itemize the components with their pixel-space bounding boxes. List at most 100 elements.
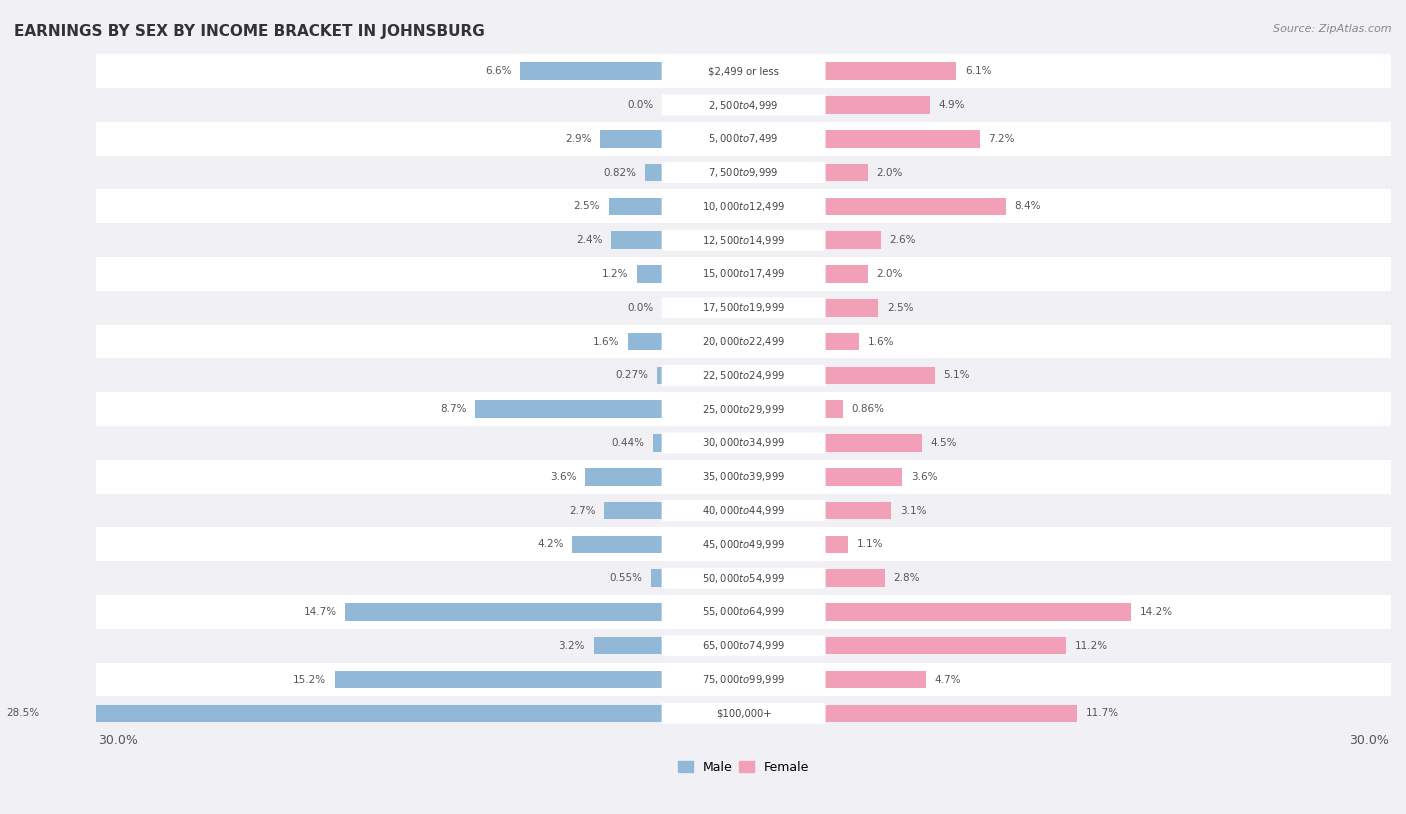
Text: $45,000 to $49,999: $45,000 to $49,999 xyxy=(702,538,785,551)
Text: 6.6%: 6.6% xyxy=(485,66,512,77)
Text: $75,000 to $99,999: $75,000 to $99,999 xyxy=(702,673,785,686)
Text: 2.9%: 2.9% xyxy=(565,133,592,144)
Bar xyxy=(645,164,662,182)
Legend: Male, Female: Male, Female xyxy=(673,756,814,779)
Bar xyxy=(96,223,1391,257)
Text: 14.2%: 14.2% xyxy=(1140,607,1173,617)
Bar xyxy=(824,96,931,114)
Bar xyxy=(824,130,980,147)
Text: 30.0%: 30.0% xyxy=(1348,734,1389,747)
Bar xyxy=(824,637,1066,654)
Bar xyxy=(824,333,859,350)
Bar xyxy=(824,366,935,384)
Bar xyxy=(96,358,1391,392)
FancyBboxPatch shape xyxy=(662,61,825,81)
Text: 8.7%: 8.7% xyxy=(440,405,467,414)
FancyBboxPatch shape xyxy=(662,94,825,116)
Text: $100,000+: $100,000+ xyxy=(716,708,772,718)
Text: 4.2%: 4.2% xyxy=(537,540,564,549)
FancyBboxPatch shape xyxy=(662,567,825,589)
Text: 1.6%: 1.6% xyxy=(868,336,894,347)
Text: 0.82%: 0.82% xyxy=(603,168,637,177)
Text: 2.6%: 2.6% xyxy=(889,235,915,245)
Bar xyxy=(96,527,1391,561)
Bar xyxy=(600,130,662,147)
Text: $7,500 to $9,999: $7,500 to $9,999 xyxy=(709,166,779,179)
FancyBboxPatch shape xyxy=(662,196,825,217)
Text: 4.9%: 4.9% xyxy=(939,100,966,110)
Bar xyxy=(96,697,1391,730)
Text: 1.2%: 1.2% xyxy=(602,269,628,279)
Text: $10,000 to $12,499: $10,000 to $12,499 xyxy=(702,200,785,213)
Bar xyxy=(96,426,1391,460)
Text: 30.0%: 30.0% xyxy=(98,734,138,747)
FancyBboxPatch shape xyxy=(662,702,825,724)
Text: 11.2%: 11.2% xyxy=(1074,641,1108,650)
Bar xyxy=(824,231,880,249)
Text: 3.6%: 3.6% xyxy=(911,472,938,482)
Bar xyxy=(824,501,891,519)
Text: $20,000 to $22,499: $20,000 to $22,499 xyxy=(702,335,785,348)
Bar xyxy=(475,400,662,418)
FancyBboxPatch shape xyxy=(662,534,825,555)
Bar xyxy=(96,460,1391,493)
Text: 4.5%: 4.5% xyxy=(931,438,957,448)
Text: 3.6%: 3.6% xyxy=(550,472,576,482)
Text: 0.55%: 0.55% xyxy=(609,573,643,583)
Text: 2.5%: 2.5% xyxy=(574,201,600,212)
Bar xyxy=(612,231,662,249)
Bar xyxy=(824,434,922,452)
Bar xyxy=(824,198,1005,215)
Bar xyxy=(335,671,662,689)
Bar xyxy=(96,628,1391,663)
Text: 0.86%: 0.86% xyxy=(852,405,884,414)
Text: $55,000 to $64,999: $55,000 to $64,999 xyxy=(702,606,785,619)
Bar xyxy=(654,434,662,452)
Text: 15.2%: 15.2% xyxy=(292,675,326,685)
Bar xyxy=(628,333,662,350)
FancyBboxPatch shape xyxy=(662,264,825,284)
Bar xyxy=(96,595,1391,628)
Text: $17,500 to $19,999: $17,500 to $19,999 xyxy=(702,301,785,314)
Text: $22,500 to $24,999: $22,500 to $24,999 xyxy=(702,369,785,382)
Bar xyxy=(96,493,1391,527)
Text: 2.5%: 2.5% xyxy=(887,303,914,313)
Text: 0.27%: 0.27% xyxy=(616,370,648,380)
Bar xyxy=(96,325,1391,358)
Text: 8.4%: 8.4% xyxy=(1015,201,1040,212)
Bar xyxy=(651,569,662,587)
Text: 2.8%: 2.8% xyxy=(894,573,920,583)
Bar xyxy=(593,637,662,654)
Bar xyxy=(824,63,956,80)
Bar xyxy=(96,88,1391,122)
Bar xyxy=(96,663,1391,697)
Bar xyxy=(96,291,1391,325)
Text: 0.44%: 0.44% xyxy=(612,438,644,448)
Text: 2.0%: 2.0% xyxy=(876,269,903,279)
Bar xyxy=(824,299,879,317)
Bar xyxy=(96,561,1391,595)
Bar xyxy=(824,671,927,689)
Bar xyxy=(657,366,662,384)
Text: 0.0%: 0.0% xyxy=(628,303,654,313)
Text: $25,000 to $29,999: $25,000 to $29,999 xyxy=(702,403,785,416)
Bar xyxy=(96,190,1391,223)
Bar xyxy=(824,603,1130,621)
Bar xyxy=(824,536,848,554)
Bar xyxy=(96,155,1391,190)
Text: 5.1%: 5.1% xyxy=(943,370,970,380)
Text: $30,000 to $34,999: $30,000 to $34,999 xyxy=(702,436,785,449)
Text: 2.0%: 2.0% xyxy=(876,168,903,177)
Bar xyxy=(637,265,662,282)
Text: 7.2%: 7.2% xyxy=(988,133,1015,144)
Bar xyxy=(572,536,662,554)
Bar xyxy=(48,704,662,722)
Bar xyxy=(605,501,662,519)
Text: Source: ZipAtlas.com: Source: ZipAtlas.com xyxy=(1274,24,1392,34)
Text: $50,000 to $54,999: $50,000 to $54,999 xyxy=(702,571,785,584)
Text: 0.0%: 0.0% xyxy=(628,100,654,110)
FancyBboxPatch shape xyxy=(662,669,825,690)
FancyBboxPatch shape xyxy=(662,466,825,488)
FancyBboxPatch shape xyxy=(662,297,825,318)
Bar xyxy=(824,704,1077,722)
